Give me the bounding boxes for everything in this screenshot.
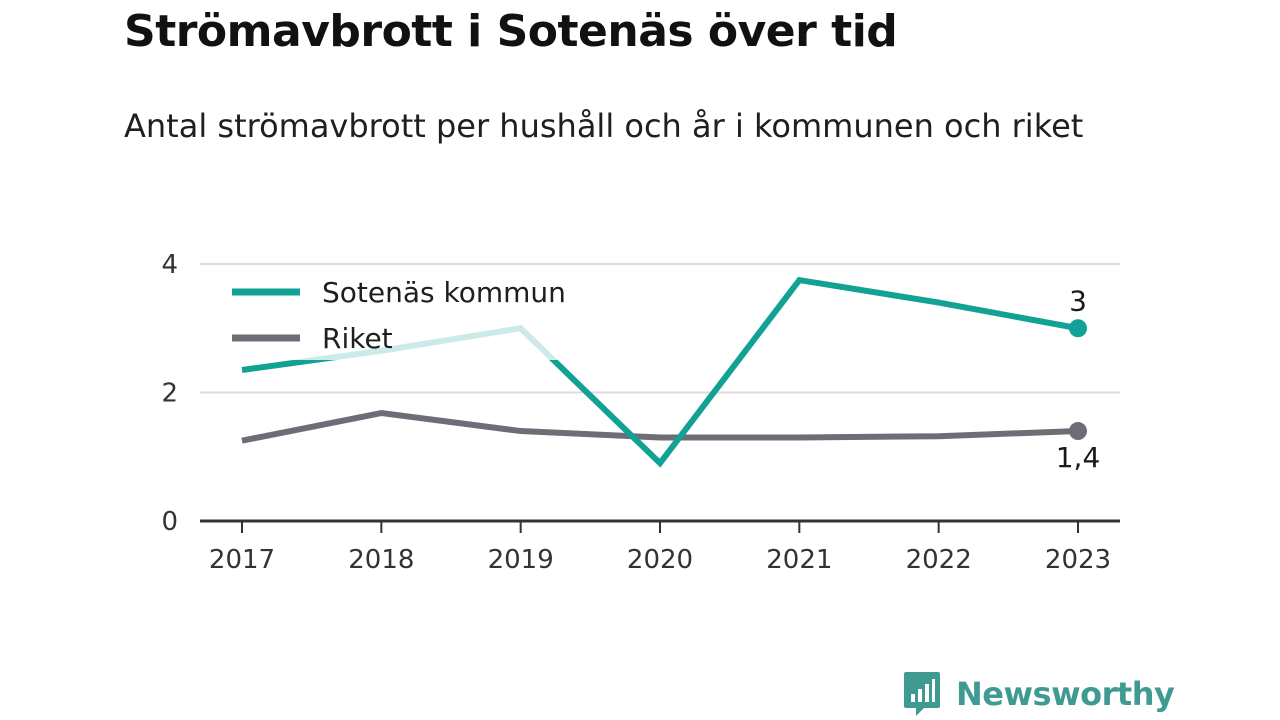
brand-logo: Newsworthy — [902, 670, 1175, 718]
line-chart: 0 2 4 2017 2018 2019 2020 2021 2022 2023 Sotenäs k… — [161, 250, 1120, 575]
series-line — [241, 410, 1079, 444]
end-point-marker — [1069, 319, 1087, 338]
x-tick-label: 2018 — [348, 545, 414, 575]
x-tick-label: 2019 — [488, 545, 554, 575]
newsworthy-logo-icon — [904, 672, 940, 716]
chart-subtitle: Antal strömavbrott per hushåll och år i … — [124, 107, 1084, 145]
legend-background — [222, 268, 582, 360]
legend-label: Riket — [322, 322, 393, 355]
x-tick-label: 2021 — [766, 545, 832, 575]
y-tick-label: 0 — [161, 507, 178, 537]
x-tick-label: 2017 — [209, 545, 275, 575]
end-point-marker — [1069, 422, 1087, 441]
x-tick-label: 2022 — [906, 545, 972, 575]
end-value-label: 1,4 — [1056, 441, 1101, 474]
x-tick-label: 2020 — [627, 545, 693, 575]
y-tick-label: 4 — [161, 250, 178, 280]
brand-name: Newsworthy — [956, 675, 1175, 713]
end-value-label: 3 — [1069, 284, 1087, 317]
x-tick-label: 2023 — [1045, 545, 1111, 575]
y-tick-label: 2 — [161, 379, 178, 409]
legend-label: Sotenäs kommun — [322, 276, 566, 309]
chart-title: Strömavbrott i Sotenäs över tid — [124, 6, 898, 57]
